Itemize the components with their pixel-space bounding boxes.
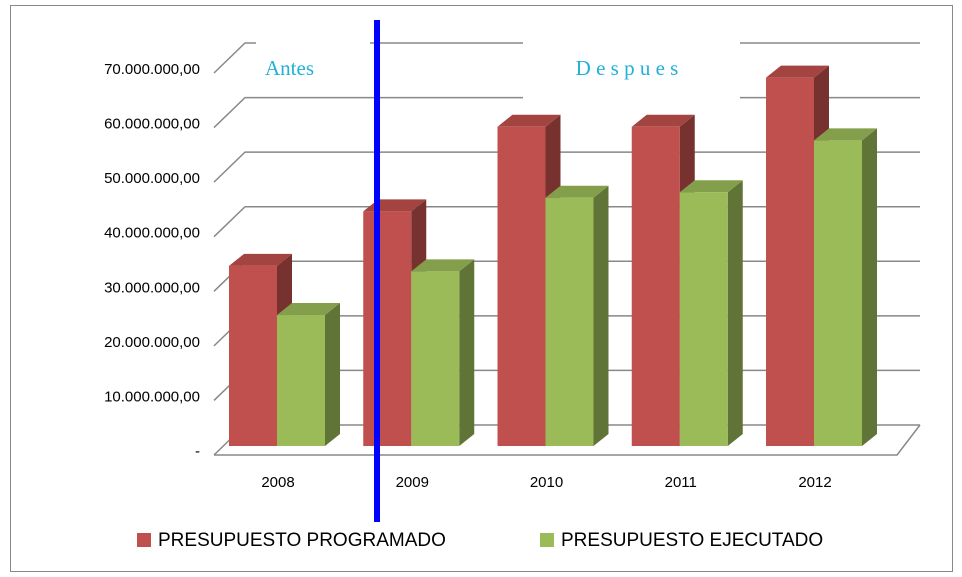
bar-top xyxy=(766,65,829,78)
legend-swatch xyxy=(137,533,151,547)
bar-top xyxy=(545,185,609,198)
x-tick-label: 2008 xyxy=(261,474,294,491)
annotation-box xyxy=(256,40,370,84)
bar xyxy=(766,77,814,447)
y-tick-label: 40.000.000,00 xyxy=(104,225,200,242)
y-tick-label: 20.000.000,00 xyxy=(104,334,200,351)
grid-line xyxy=(213,151,920,183)
bar-side xyxy=(459,259,475,446)
bar xyxy=(631,126,680,446)
bar xyxy=(814,140,862,446)
bar-top xyxy=(497,114,561,127)
legend-swatch xyxy=(540,533,554,547)
x-tick-label: 2010 xyxy=(530,474,563,491)
bar-side xyxy=(862,128,877,446)
bar xyxy=(229,265,277,446)
y-tick-label: 30.000.000,00 xyxy=(104,279,200,296)
bar-top xyxy=(679,180,743,193)
bar-top xyxy=(229,253,292,266)
floor xyxy=(214,424,921,456)
bar xyxy=(497,126,546,446)
legend-label: PRESUPUESTO EJECUTADO xyxy=(561,530,823,551)
bar xyxy=(411,271,460,446)
bar-side xyxy=(727,180,743,446)
x-tick-label: 2011 xyxy=(665,474,697,491)
bar xyxy=(277,315,325,446)
bar-top xyxy=(814,128,877,141)
annotation-box xyxy=(523,40,740,100)
y-tick-label: 70.000.000,00 xyxy=(104,61,200,78)
bar xyxy=(545,197,594,446)
legend-label: PRESUPUESTO PROGRAMADO xyxy=(158,530,446,551)
y-tick-label: - xyxy=(195,443,200,460)
bar xyxy=(363,211,412,446)
bar-side xyxy=(325,303,340,446)
bar-top xyxy=(411,259,475,272)
x-tick-label: 2009 xyxy=(396,474,429,491)
x-tick-label: 2012 xyxy=(798,474,831,491)
annotation: Antes xyxy=(265,56,314,80)
y-tick-label: 10.000.000,00 xyxy=(104,388,200,405)
y-tick-label: 60.000.000,00 xyxy=(104,116,200,133)
annotation: D e s p u e s xyxy=(576,56,679,80)
y-tick-label: 50.000.000,00 xyxy=(104,170,200,187)
bar-top xyxy=(631,114,695,127)
bar xyxy=(679,192,728,446)
bar-top xyxy=(277,303,340,316)
bar-side xyxy=(593,185,609,446)
